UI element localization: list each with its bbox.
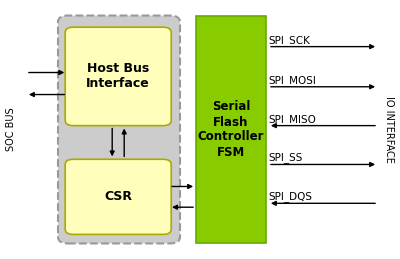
Text: SPI_SS: SPI_SS xyxy=(268,153,302,163)
Bar xyxy=(196,16,266,243)
Text: SOC BUS: SOC BUS xyxy=(6,108,16,151)
FancyBboxPatch shape xyxy=(65,27,171,126)
Text: Host Bus
Interface: Host Bus Interface xyxy=(86,62,150,90)
Text: SPI_MISO: SPI_MISO xyxy=(268,114,316,125)
FancyBboxPatch shape xyxy=(58,16,180,243)
FancyBboxPatch shape xyxy=(65,159,171,234)
Text: SPI_MOSI: SPI_MOSI xyxy=(268,75,316,86)
Text: SPI_SCK: SPI_SCK xyxy=(268,35,310,46)
Text: SPI_DQS: SPI_DQS xyxy=(268,191,312,202)
Text: IO INTERFACE: IO INTERFACE xyxy=(384,96,394,163)
Text: CSR: CSR xyxy=(104,190,132,203)
Text: Serial
Flash
Controller
FSM: Serial Flash Controller FSM xyxy=(198,100,264,159)
